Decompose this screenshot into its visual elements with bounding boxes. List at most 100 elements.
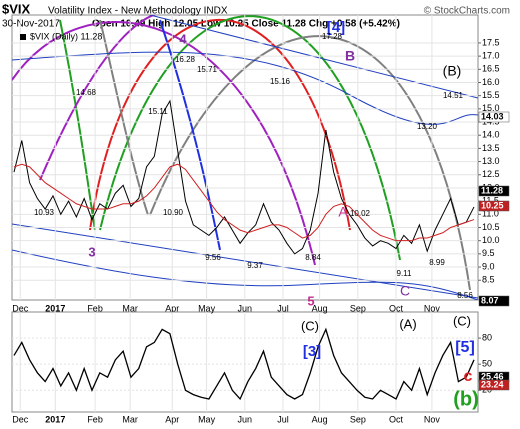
annotation: (C): [301, 318, 319, 333]
annotation: 10.02: [350, 209, 371, 218]
annotation: (C): [453, 313, 471, 328]
annotation: 9.56: [205, 253, 221, 262]
legend-swatch: [20, 34, 26, 40]
x-tick-label: Sep: [350, 414, 366, 424]
annotation: (A): [399, 316, 416, 331]
x-tick-label: Aug: [312, 414, 328, 424]
y-tick-label: 13.5: [482, 143, 500, 153]
price-marker: 8.07: [481, 295, 499, 305]
arc: [89, 19, 351, 231]
annotation: 8.56: [457, 291, 473, 300]
price-marker-box: [478, 295, 510, 307]
annotation: [4]: [327, 19, 345, 36]
price-marker-box: [478, 379, 510, 391]
x-tick-label: Dec: [12, 414, 29, 424]
price-marker-box: [478, 200, 510, 212]
annotation: 3: [88, 244, 95, 259]
x-tick-label: Apr: [165, 414, 179, 424]
x-tick-label: Jun: [238, 303, 253, 313]
y-tick-label: 16.5: [482, 64, 500, 74]
y-tick-label: 10.5: [482, 222, 500, 232]
x-tick-label: 2017: [45, 303, 65, 313]
price-marker: 23.24: [481, 379, 504, 389]
annotation: 17.28: [322, 32, 343, 41]
arc: [99, 19, 149, 216]
x-tick-label: Jun: [238, 414, 253, 424]
arc: [99, 15, 401, 261]
y-tick-label: 9.0: [482, 261, 495, 271]
band: [12, 51, 478, 125]
x-tick-label: Feb: [87, 303, 103, 313]
annotation: 15.71: [197, 65, 218, 74]
annotation: 8.84: [305, 253, 321, 262]
date: 30-Nov-2017: [2, 19, 60, 30]
price-marker: 25.46: [481, 371, 504, 381]
x-tick-label: Jul: [277, 414, 289, 424]
annotation: [3]: [303, 343, 321, 360]
y-tick-label: 15.5: [482, 90, 500, 100]
annotation: 16.28: [175, 55, 196, 64]
price-marker: 14.03: [481, 111, 504, 121]
annotation: 5: [307, 293, 314, 308]
arc: [39, 15, 180, 181]
annotation: 15.16: [270, 77, 291, 86]
annotation: B: [345, 48, 355, 64]
annotation: c: [464, 368, 473, 385]
x-tick-label: Feb: [87, 414, 103, 424]
y-tick-label: 17.0: [482, 51, 500, 61]
y-tick-label: 80: [482, 332, 492, 342]
series-group: [13, 99, 475, 255]
price-marker: 11.28: [481, 185, 503, 195]
price-marker-box: [478, 111, 510, 123]
price-line: [13, 327, 475, 401]
x-tick-label: Mar: [122, 414, 138, 424]
annotation: [5]: [455, 339, 475, 356]
annotation: 10.93: [34, 208, 55, 217]
y-tick-label: 11.5: [482, 196, 499, 206]
annotation: 9.37: [247, 261, 263, 270]
x-tick-label: Jul: [277, 303, 289, 313]
annotation: 9.11: [397, 269, 413, 278]
annotation: A: [338, 204, 348, 220]
y-tick-label: 10.0: [482, 235, 500, 245]
annotation: 14.51: [443, 91, 464, 100]
y-tick-label: 9.5: [482, 248, 495, 258]
y-tick-label: 15.0: [482, 103, 500, 113]
annotation: 13.20: [417, 122, 438, 131]
y-tick-label: 8.5: [482, 275, 495, 285]
x-tick-label: 2017: [45, 414, 65, 424]
annotation: C: [400, 283, 410, 299]
price-line: [13, 99, 475, 255]
source: © StockCharts.com: [424, 6, 510, 17]
annotation: (B): [443, 63, 462, 79]
annotation: 14.68: [76, 88, 97, 97]
x-tick-label: May: [198, 414, 216, 424]
x-tick-label: Mar: [122, 303, 138, 313]
x-tick-label: Oct: [389, 414, 404, 424]
annotation: (b): [453, 388, 479, 410]
annotation: 10.90: [163, 208, 184, 217]
annotation: 15.11: [148, 107, 168, 116]
legend-label: $VIX (Daily) 11.28: [30, 31, 102, 41]
x-tick-label: Apr: [165, 303, 179, 313]
price-marker: 10.25: [481, 200, 504, 210]
y-tick-label: 50: [482, 359, 492, 369]
y-tick-label: 12.5: [482, 169, 500, 179]
symbol: $VIX: [2, 1, 31, 16]
annotation: 4: [179, 31, 187, 46]
y-tick-label: 11.0: [482, 209, 499, 219]
x-tick-label: Dec: [12, 303, 29, 313]
x-tick-label: Sep: [350, 303, 366, 313]
x-tick-label: Nov: [424, 414, 441, 424]
x-tick-label: Nov: [424, 303, 441, 313]
y-tick-label: 16.0: [482, 77, 500, 87]
y-tick-label: 13.0: [482, 156, 500, 166]
x-tick-label: May: [198, 303, 216, 313]
annotation: 8.99: [429, 258, 445, 267]
quote: Open 10.49 High 12.05 Low 10.25 Close 11…: [92, 19, 400, 30]
arc: [149, 35, 471, 291]
price-marker-box: [478, 185, 510, 197]
x-tick-label: Aug: [312, 303, 328, 313]
moving-average: [13, 163, 475, 242]
